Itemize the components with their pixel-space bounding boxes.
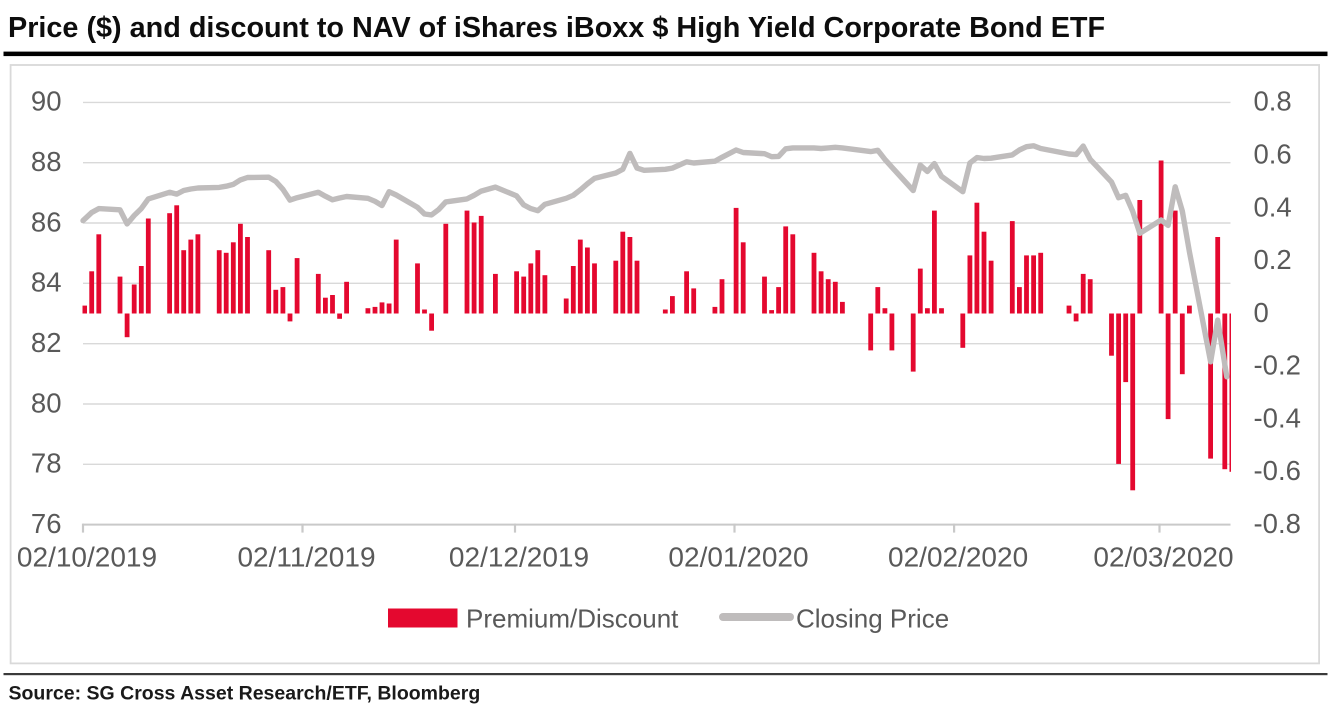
svg-text:Price ($) and discount to NAV: Price ($) and discount to NAV of iShares… bbox=[8, 12, 1105, 44]
svg-text:-0.2: -0.2 bbox=[1254, 350, 1301, 381]
svg-text:Closing Price: Closing Price bbox=[796, 604, 949, 634]
svg-text:02/10/2019: 02/10/2019 bbox=[17, 541, 157, 572]
svg-text:Source: SG Cross Asset Researc: Source: SG Cross Asset Research/ETF, Blo… bbox=[9, 682, 481, 704]
svg-text:0.8: 0.8 bbox=[1254, 86, 1292, 117]
svg-text:78: 78 bbox=[31, 448, 62, 479]
svg-text:02/12/2019: 02/12/2019 bbox=[449, 541, 589, 572]
svg-text:02/03/2020: 02/03/2020 bbox=[1093, 541, 1233, 572]
svg-text:90: 90 bbox=[31, 86, 62, 117]
svg-text:84: 84 bbox=[31, 267, 62, 298]
svg-text:Premium/Discount: Premium/Discount bbox=[466, 604, 679, 634]
svg-text:76: 76 bbox=[31, 508, 62, 539]
svg-text:0.2: 0.2 bbox=[1254, 244, 1292, 275]
svg-text:0.4: 0.4 bbox=[1254, 191, 1292, 222]
svg-text:88: 88 bbox=[31, 146, 62, 177]
svg-text:02/11/2019: 02/11/2019 bbox=[237, 541, 375, 572]
svg-text:-0.8: -0.8 bbox=[1254, 508, 1301, 539]
svg-text:02/02/2020: 02/02/2020 bbox=[888, 541, 1028, 572]
svg-text:80: 80 bbox=[31, 387, 62, 418]
svg-text:02/01/2020: 02/01/2020 bbox=[668, 541, 808, 572]
svg-text:0: 0 bbox=[1254, 297, 1269, 328]
svg-text:0.6: 0.6 bbox=[1254, 139, 1292, 170]
svg-text:-0.4: -0.4 bbox=[1254, 402, 1301, 433]
svg-text:82: 82 bbox=[31, 327, 62, 358]
svg-text:-0.6: -0.6 bbox=[1254, 455, 1301, 486]
svg-text:86: 86 bbox=[31, 206, 62, 237]
